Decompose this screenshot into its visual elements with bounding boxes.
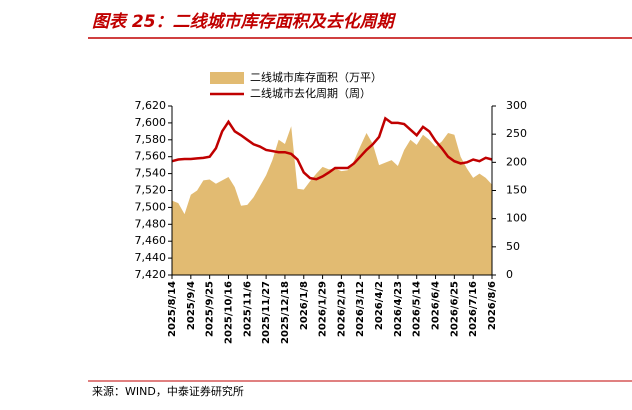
- x-tick-label: 2026/4/23: [393, 281, 404, 337]
- legend-label: 二线城市去化周期（周）: [250, 86, 371, 100]
- y2-tick-label: 150: [506, 184, 527, 197]
- y-tick-label: 7,540: [135, 167, 167, 180]
- y2-tick-label: 300: [506, 99, 527, 112]
- x-tick-label: 2025/11/27: [261, 281, 272, 344]
- x-tick-label: 2026/7/16: [468, 281, 479, 337]
- line: [171, 116, 493, 181]
- legend-swatch: [210, 72, 244, 84]
- x-tick-label: 2026/2/19: [336, 281, 347, 337]
- x-tick-label: 2026/1/8: [299, 281, 310, 330]
- x-tick-label: 2025/11/6: [242, 281, 253, 337]
- y-tick-label: 7,460: [135, 234, 167, 247]
- chart-title: 图表 25：二线城市库存面积及去化周期: [92, 12, 397, 32]
- x-tick-label: 2026/3/12: [355, 281, 366, 337]
- y-tick-label: 7,480: [135, 217, 167, 230]
- x-tick-label: 2025/12/18: [280, 281, 291, 344]
- y2-tick-label: 50: [506, 240, 520, 253]
- y2-tick-label: 250: [506, 127, 527, 140]
- x-tick-label: 2026/8/6: [487, 281, 498, 330]
- y2-tick-label: 100: [506, 212, 527, 225]
- x-tick-label: 2026/1/29: [318, 281, 329, 337]
- x-tick-label: 2026/6/25: [449, 281, 460, 337]
- x-tick-label: 2025/9/4: [186, 281, 197, 330]
- y-tick-label: 7,580: [135, 133, 167, 146]
- y-tick-label: 7,520: [135, 184, 167, 197]
- area: [172, 126, 492, 275]
- x-tick-label: 2025/8/14: [167, 281, 178, 337]
- y-tick-label: 7,500: [135, 200, 167, 213]
- x-tick-label: 2025/10/16: [223, 281, 234, 344]
- y2-tick-label: 0: [506, 268, 513, 281]
- y-tick-label: 7,420: [135, 268, 167, 281]
- y-tick-label: 7,440: [135, 251, 167, 264]
- source: 来源：WIND，中泰证券研究所: [92, 384, 244, 398]
- legend-label: 二线城市库存面积（万平）: [250, 70, 382, 84]
- x-tick-label: 2026/5/14: [412, 281, 423, 337]
- y2-tick-label: 200: [506, 155, 527, 168]
- x-tick-label: 2026/6/4: [431, 281, 442, 330]
- y-tick-label: 7,600: [135, 116, 167, 129]
- y-tick-label: 7,620: [135, 99, 167, 112]
- x-tick-label: 2025/9/25: [205, 281, 216, 337]
- y-tick-label: 7,560: [135, 150, 167, 163]
- x-tick-label: 2026/4/2: [374, 281, 385, 330]
